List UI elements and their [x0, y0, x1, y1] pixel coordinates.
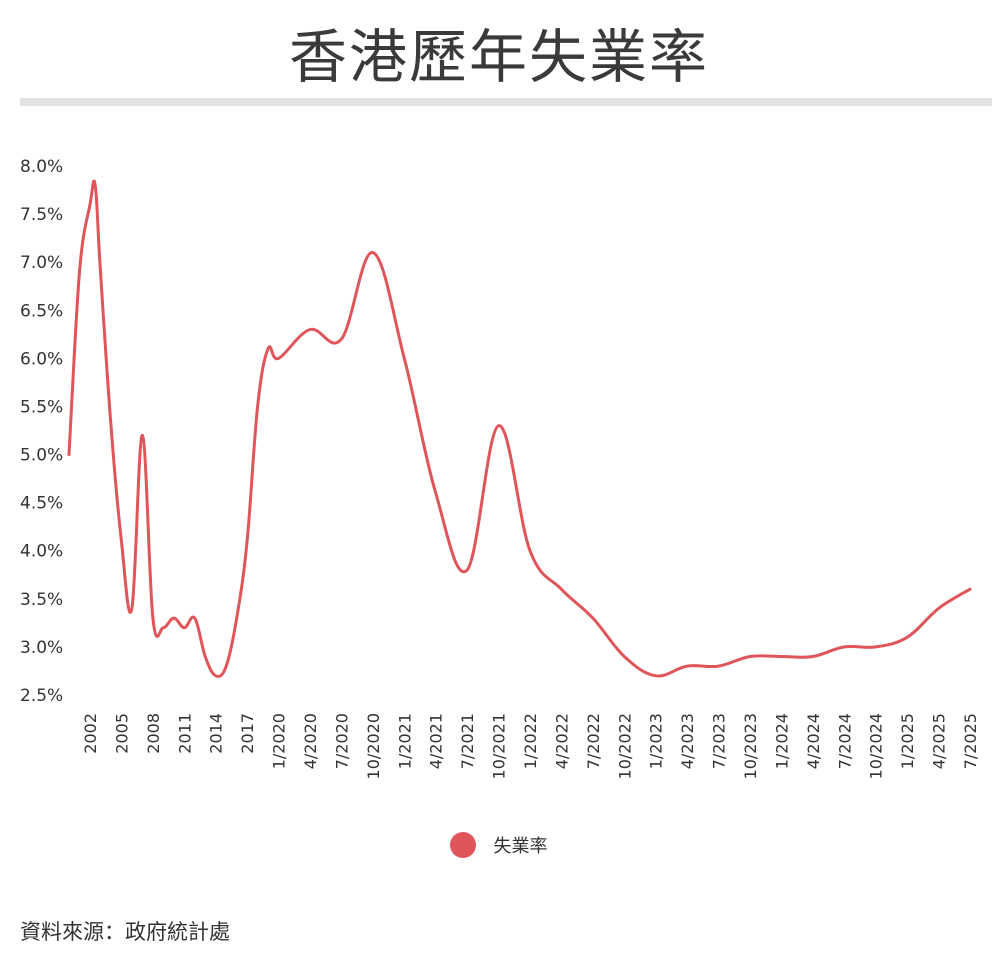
x-tick-label: 1/2024 [772, 713, 791, 769]
data-point [338, 336, 344, 342]
x-tick-label: 4/2021 [427, 713, 446, 769]
data-point [464, 567, 470, 573]
data-point [223, 663, 229, 669]
y-tick-label: 7.5% [20, 205, 63, 225]
chart-title: 香港歷年失業率 [288, 23, 709, 91]
x-tick-label: 7/2023 [710, 713, 729, 769]
data-point [747, 654, 753, 660]
data-point [92, 182, 98, 188]
x-tick-label: 2011 [175, 713, 194, 754]
x-tick-label: 4/2025 [930, 713, 949, 769]
data-point [684, 663, 690, 669]
series-line-unemployment [67, 179, 972, 678]
y-tick-label: 6.0% [20, 349, 63, 369]
data-point [810, 654, 816, 660]
data-point [936, 605, 942, 611]
x-tick-label: 1/2025 [898, 713, 917, 769]
x-tick-label: 2017 [238, 713, 257, 754]
x-tick-label: 10/2020 [364, 713, 383, 779]
data-point [171, 615, 177, 621]
legend-marker [450, 832, 477, 858]
data-point [653, 673, 659, 679]
data-point [558, 586, 564, 592]
data-point [129, 605, 135, 611]
x-tick-label: 2008 [144, 713, 163, 754]
x-tick-label: 4/2023 [678, 713, 697, 769]
data-point [139, 432, 145, 438]
data-point [255, 404, 261, 410]
data-point [590, 615, 596, 621]
x-tick-label: 1/2023 [647, 713, 666, 769]
data-point [433, 490, 439, 496]
x-tick-label: 10/2023 [741, 713, 760, 779]
title-divider [20, 98, 992, 106]
x-tick-label: 7/2024 [835, 713, 854, 769]
x-tick-label: 7/2020 [332, 713, 351, 769]
data-point [276, 355, 282, 361]
data-point [244, 538, 250, 544]
data-point [527, 548, 533, 554]
x-tick-label: 10/2024 [867, 713, 886, 779]
legend: 失業率 [0, 832, 998, 858]
data-point [181, 625, 187, 631]
data-point [192, 615, 198, 621]
data-point [87, 202, 93, 208]
x-tick-label: 2014 [207, 713, 226, 754]
data-point [621, 654, 627, 660]
y-tick-label: 2.5% [20, 686, 63, 706]
data-point [108, 423, 114, 429]
y-tick-label: 4.0% [20, 542, 63, 562]
x-tick-label: 10/2021 [490, 713, 509, 779]
x-tick-label: 10/2022 [615, 713, 634, 779]
x-tick-label: 1/2022 [521, 713, 540, 769]
data-point [160, 625, 166, 631]
data-point [873, 644, 879, 650]
x-tick-label: 7/2025 [961, 713, 980, 769]
data-point [234, 615, 240, 621]
data-point [150, 615, 156, 621]
x-tick-label: 4/2022 [552, 713, 571, 769]
x-tick-label: 1/2021 [395, 713, 414, 769]
data-point [841, 644, 847, 650]
x-tick-label: 2005 [112, 713, 131, 754]
source-note: 資料來源：政府統計處 [20, 920, 230, 944]
y-tick-label: 3.5% [20, 590, 63, 610]
x-tick-label: 1/2020 [270, 713, 289, 769]
x-tick-label: 2002 [81, 713, 100, 754]
x-axis: 2002 2005 2008 2011 2014 2017 1/2020 4/2020 7/20… [81, 713, 980, 779]
data-point [98, 269, 104, 275]
data-point [213, 673, 219, 679]
legend-label: 失業率 [493, 836, 548, 857]
data-point [904, 634, 910, 640]
y-tick-label: 4.5% [20, 494, 63, 514]
plot-area [66, 179, 973, 679]
line-chart: 2.5% 3.0% 3.5% 4.0% 4.5% 5.0% 5.5% 6.0% 6.5% 7.0%… [20, 157, 980, 779]
x-tick-label: 4/2020 [301, 713, 320, 769]
data-point [307, 327, 313, 333]
y-tick-label: 6.5% [20, 301, 63, 321]
x-tick-label: 7/2022 [584, 713, 603, 769]
y-tick-label: 7.0% [20, 253, 63, 273]
x-tick-label: 4/2024 [804, 713, 823, 769]
y-tick-label: 3.0% [20, 638, 63, 658]
y-axis: 2.5% 3.0% 3.5% 4.0% 4.5% 5.0% 5.5% 6.0% 6.5% 7.0%… [20, 157, 63, 706]
data-point [778, 654, 784, 660]
data-point [496, 423, 502, 429]
data-point [118, 538, 124, 544]
data-point [401, 355, 407, 361]
y-tick-label: 8.0% [20, 157, 63, 177]
data-point [66, 452, 72, 458]
x-tick-label: 7/2021 [458, 713, 477, 769]
y-tick-label: 5.0% [20, 446, 63, 466]
data-point [716, 663, 722, 669]
data-point [370, 250, 376, 256]
data-point [265, 346, 271, 352]
data-point [202, 654, 208, 660]
data-point [967, 586, 973, 592]
y-tick-label: 5.5% [20, 397, 63, 417]
data-point [77, 269, 83, 275]
